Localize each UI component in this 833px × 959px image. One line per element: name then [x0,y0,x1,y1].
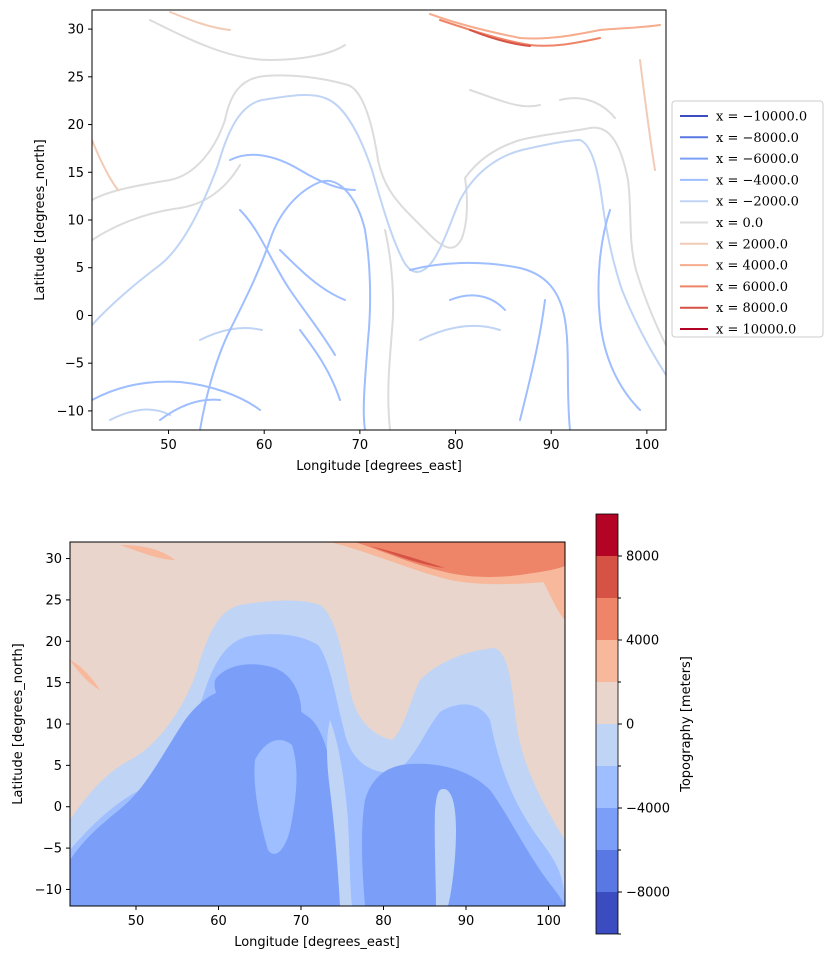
y-axis-ticks: −10 −5 0 5 10 15 20 25 30 [57,23,92,420]
legend-label: x = 2000.0 [716,237,788,252]
x-tick-label: 60 [210,914,227,929]
y-tick-label: 5 [54,759,62,774]
colorbar-band [596,724,618,766]
y-axis-label: Latitude [degrees_north] [33,139,48,300]
y-tick-label: 20 [45,635,62,650]
y-tick-label: 15 [45,676,62,691]
x-tick-label: 90 [458,914,475,929]
colorbar-band [596,682,618,724]
y-tick-label: −10 [57,404,84,419]
legend-label: x = −10000.0 [716,110,807,125]
x-axis-ticks: 50 60 70 80 90 100 [128,906,561,929]
colorbar-label: Topography [meters] [679,656,694,793]
y-tick-label: 0 [54,800,62,815]
x-tick-label: 60 [256,438,273,453]
legend-label: x = −8000.0 [716,131,799,146]
colorbar-band [596,556,618,598]
x-tick-label: 100 [634,438,659,453]
legend-label: x = 8000.0 [716,301,788,316]
y-tick-label: −5 [43,842,62,857]
y-tick-label: 0 [76,309,84,324]
x-tick-label: 80 [375,914,392,929]
x-tick-label: 50 [160,438,177,453]
colorbar-band [596,808,618,850]
x-tick-label: 80 [447,438,464,453]
colorbar-band [596,766,618,808]
y-tick-label: 5 [76,261,84,276]
colorbar-tick-label: −4000 [626,802,670,817]
y-axis-ticks: −10 −5 0 5 10 15 20 25 30 [35,552,70,898]
legend-label: x = −4000.0 [716,173,799,188]
legend-label: x = −6000.0 [716,152,799,167]
plot-background [92,10,666,430]
filled-contour-plot: 50 60 70 80 90 100 −10 −5 0 5 10 15 20 25 30 Longitud… [11,542,565,950]
x-axis-label: Longitude [degrees_east] [234,935,400,950]
x-tick-label: 90 [543,438,560,453]
y-tick-label: 30 [45,552,62,567]
colorbar-band [596,640,618,682]
legend-label: x = −2000.0 [716,195,799,210]
legend: x = −10000.0 x = −8000.0 x = −6000.0 x = −4… [672,101,823,338]
colorbar-tick-label: 8000 [626,550,659,565]
colorbar-band [596,892,618,934]
x-tick-label: 70 [352,438,369,453]
x-tick-label: 50 [128,914,145,929]
colorbar-tick-label: 4000 [626,634,659,649]
y-tick-label: 25 [45,593,62,608]
y-tick-label: 30 [67,23,84,38]
legend-label: x = 0.0 [716,216,763,231]
legend-label: x = 6000.0 [716,280,788,295]
legend-label: x = 4000.0 [716,259,788,274]
y-tick-label: −10 [35,883,62,898]
colorbar-band [596,598,618,640]
y-tick-label: 10 [67,214,84,229]
colorbar-band [596,850,618,892]
x-tick-label: 70 [293,914,310,929]
colorbar-band [596,514,618,556]
x-tick-label: 100 [536,914,561,929]
x-axis-label: Longitude [degrees_east] [296,459,462,474]
colorbar: −8000 −4000 0 4000 8000 Topography [meters] [596,514,694,934]
colorbar-tick-label: 0 [626,718,634,733]
x-axis-ticks: 50 60 70 80 90 100 [160,430,659,453]
colorbar-tick-label: −8000 [626,886,670,901]
y-axis-label: Latitude [degrees_north] [11,643,26,804]
contour-plot: 50 60 70 80 90 100 −10 −5 0 5 10 15 20 25 30 Longitud… [33,10,666,474]
legend-label: x = 10000.0 [716,323,796,338]
y-tick-label: −5 [65,357,84,372]
y-tick-label: 20 [67,118,84,133]
y-tick-label: 10 [45,718,62,733]
y-tick-label: 25 [67,70,84,85]
y-tick-label: 15 [67,166,84,181]
